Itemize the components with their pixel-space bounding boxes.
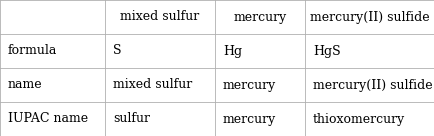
Text: Hg: Hg — [223, 44, 242, 58]
Text: name: name — [8, 78, 43, 92]
Text: thioxomercury: thioxomercury — [312, 112, 404, 126]
Text: mixed sulfur: mixed sulfur — [120, 10, 199, 24]
Text: sulfur: sulfur — [113, 112, 150, 126]
Text: mixed sulfur: mixed sulfur — [113, 78, 192, 92]
Text: formula: formula — [8, 44, 57, 58]
Text: mercury(II) sulfide: mercury(II) sulfide — [312, 78, 432, 92]
Text: mercury(II) sulfide: mercury(II) sulfide — [309, 10, 429, 24]
Text: S: S — [113, 44, 121, 58]
Text: IUPAC name: IUPAC name — [8, 112, 88, 126]
Text: mercury: mercury — [223, 78, 276, 92]
Text: HgS: HgS — [312, 44, 340, 58]
Text: mercury: mercury — [223, 112, 276, 126]
Text: mercury: mercury — [233, 10, 286, 24]
